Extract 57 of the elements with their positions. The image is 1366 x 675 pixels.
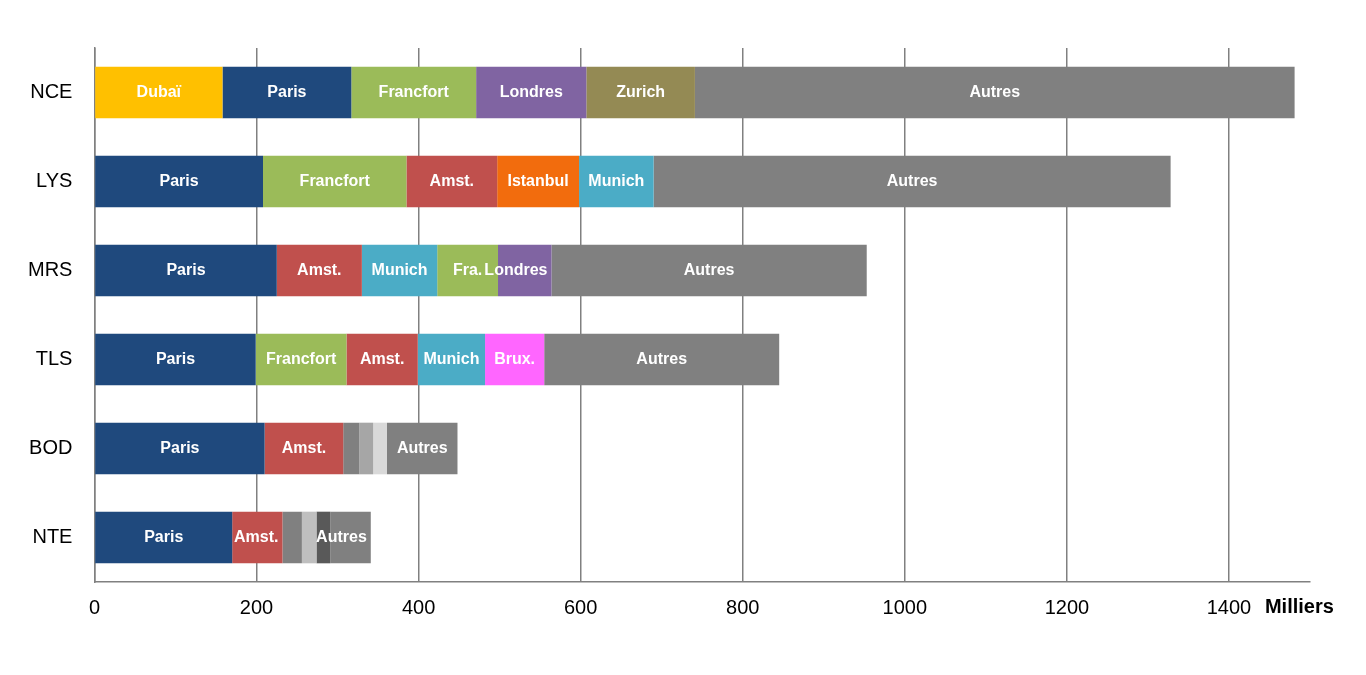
bar [95, 155, 263, 208]
x-tick-label: 800 [726, 595, 760, 618]
data-label: Munich [371, 260, 428, 278]
data-label: Francfort [378, 82, 450, 100]
data-label: Paris [159, 171, 199, 189]
data-label: Francfort [299, 171, 371, 189]
bar [359, 422, 374, 475]
data-label: Autres [316, 527, 367, 545]
bar [264, 422, 344, 475]
data-label: Paris [166, 260, 206, 278]
data-label: Munich [423, 349, 480, 367]
data-label: Zurich [616, 82, 666, 100]
x-tick-label: 1400 [1206, 595, 1252, 618]
data-label: Autres [683, 260, 735, 278]
data-label: Autres [969, 82, 1021, 100]
y-tick-label: NTE [32, 525, 73, 548]
data-label: Autres [396, 438, 448, 456]
x-tick-label: 0 [88, 595, 101, 618]
data-label: Paris [144, 527, 184, 545]
data-label: Istanbul [507, 171, 569, 189]
bar [95, 333, 256, 386]
data-label: Paris [160, 438, 200, 456]
data-label: Paris [267, 82, 307, 100]
data-label: Amst. [359, 349, 405, 367]
y-tick-label: TLS [35, 347, 73, 370]
data-label: Londres [499, 82, 563, 100]
x-axis-title: Milliers [1264, 594, 1334, 617]
data-label: Francfort [265, 349, 337, 367]
data-label: Dubaï [136, 82, 182, 100]
data-label: Paris [155, 349, 196, 367]
bar [373, 422, 387, 475]
x-tick-label: 600 [563, 595, 598, 618]
data-label: Amst. [234, 527, 279, 545]
bar [95, 422, 265, 475]
y-tick-label: LYS [36, 169, 73, 192]
x-tick-label: 200 [239, 595, 274, 618]
y-tick-label: MRS [27, 258, 73, 281]
x-tick-label: 1000 [882, 595, 928, 618]
bar [95, 66, 223, 119]
data-label: Munich [588, 171, 645, 189]
data-label: Amst. [429, 171, 475, 189]
x-tick-label: 1200 [1044, 595, 1090, 618]
data-label: Autres [636, 349, 688, 367]
bar [586, 66, 695, 119]
data-label: Fra. [452, 260, 483, 278]
bar [95, 244, 277, 297]
data-label: Amst. [281, 438, 327, 456]
bar [276, 244, 362, 297]
x-tick-label: 400 [401, 595, 436, 618]
y-tick-label: NCE [30, 80, 73, 103]
data-label: Brux. [494, 349, 536, 367]
data-label: Amst. [297, 260, 342, 278]
y-tick-label: BOD [29, 436, 73, 459]
bar [485, 333, 545, 386]
data-label: Autres [886, 171, 938, 189]
bar [95, 511, 233, 564]
bar [301, 511, 317, 564]
